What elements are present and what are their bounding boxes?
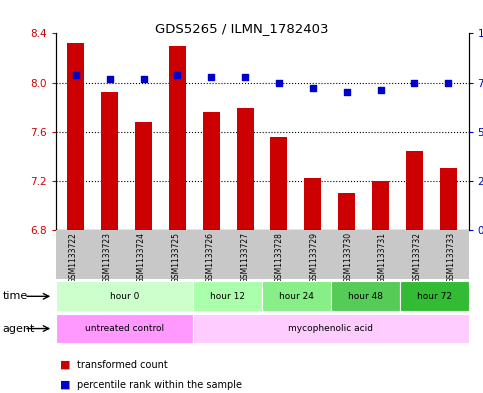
Text: GSM1133733: GSM1133733: [447, 232, 456, 283]
Text: untreated control: untreated control: [85, 324, 164, 333]
Text: GSM1133726: GSM1133726: [206, 232, 215, 283]
Bar: [56, 314, 193, 343]
Text: GSM1133730: GSM1133730: [343, 232, 353, 283]
Text: GSM1133727: GSM1133727: [241, 232, 249, 283]
Text: GSM1133722: GSM1133722: [68, 232, 77, 283]
Text: ■: ■: [60, 380, 71, 390]
Text: hour 12: hour 12: [210, 292, 245, 301]
Bar: [135, 122, 152, 230]
Text: GSM1133731: GSM1133731: [378, 232, 387, 283]
Text: GSM1133724: GSM1133724: [137, 232, 146, 283]
Bar: [237, 108, 254, 230]
Text: percentile rank within the sample: percentile rank within the sample: [77, 380, 242, 390]
Bar: [338, 193, 355, 230]
Bar: [203, 112, 220, 230]
Text: hour 72: hour 72: [417, 292, 452, 301]
Bar: [169, 46, 186, 230]
Point: [275, 79, 283, 86]
Bar: [193, 281, 262, 311]
Bar: [193, 314, 469, 343]
Bar: [262, 281, 331, 311]
Text: transformed count: transformed count: [77, 360, 168, 370]
Bar: [406, 151, 423, 230]
Bar: [101, 92, 118, 230]
Bar: [68, 43, 85, 230]
Text: hour 48: hour 48: [348, 292, 383, 301]
Point: [72, 72, 80, 78]
Bar: [440, 169, 456, 230]
Bar: [331, 281, 399, 311]
Point: [241, 73, 249, 80]
Text: mycophenolic acid: mycophenolic acid: [288, 324, 373, 333]
Text: GSM1133723: GSM1133723: [103, 232, 112, 283]
Point: [140, 75, 147, 82]
Bar: [399, 281, 469, 311]
Text: time: time: [2, 291, 28, 301]
Point: [377, 87, 384, 94]
Point: [207, 73, 215, 80]
Text: agent: agent: [2, 323, 35, 334]
Point: [444, 79, 452, 86]
Text: GSM1133725: GSM1133725: [171, 232, 181, 283]
Bar: [372, 181, 389, 230]
Point: [343, 89, 351, 95]
Bar: [304, 178, 321, 230]
Point: [106, 75, 114, 82]
Text: hour 0: hour 0: [110, 292, 139, 301]
Text: GSM1133732: GSM1133732: [412, 232, 421, 283]
Text: hour 24: hour 24: [279, 292, 314, 301]
Bar: [56, 281, 193, 311]
Bar: [270, 136, 287, 230]
Point: [173, 72, 181, 78]
Point: [309, 85, 317, 92]
Point: [411, 79, 418, 86]
Text: GSM1133728: GSM1133728: [275, 232, 284, 283]
Text: ■: ■: [60, 360, 71, 370]
Text: GSM1133729: GSM1133729: [309, 232, 318, 283]
Text: GDS5265 / ILMN_1782403: GDS5265 / ILMN_1782403: [155, 22, 328, 35]
